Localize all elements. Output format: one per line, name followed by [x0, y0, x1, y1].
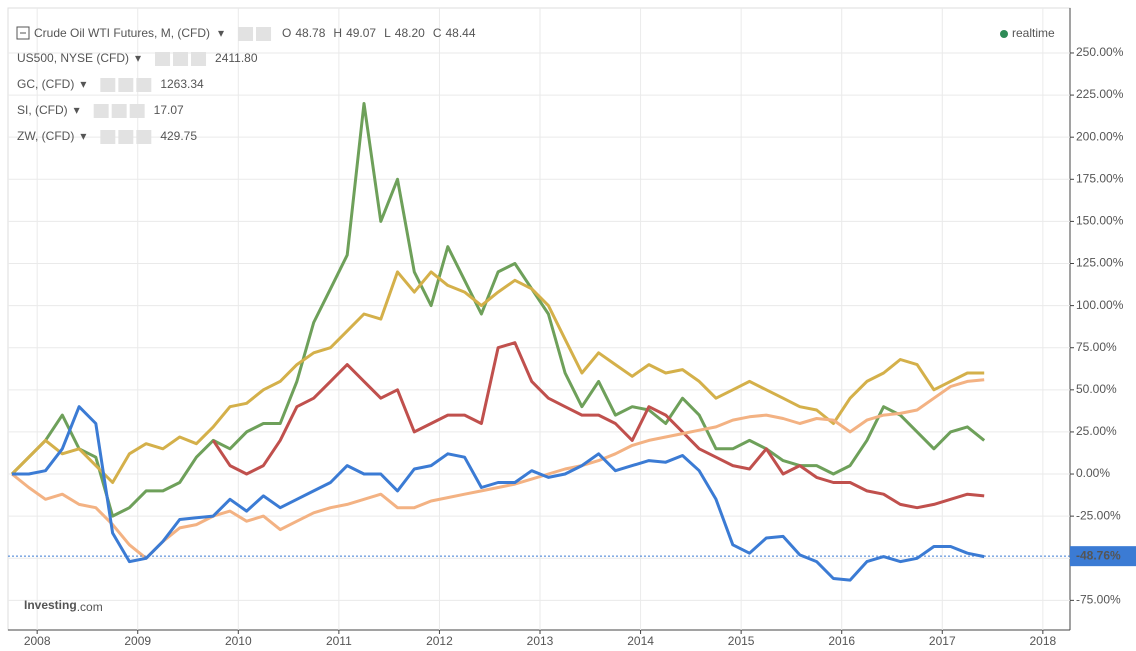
x-tick-label: 2009 — [124, 634, 151, 648]
status-dot — [1000, 30, 1008, 38]
dropdown-icon: ▾ — [74, 103, 80, 117]
legend-name: SI, (CFD) — [17, 103, 68, 117]
y-tick-label: -75.00% — [1076, 593, 1121, 607]
series-line — [10, 102, 986, 518]
ohlc-label: C — [433, 26, 442, 40]
legend-button[interactable] — [136, 78, 152, 92]
legend-button[interactable] — [191, 52, 207, 66]
legend-name: US500, NYSE (CFD) — [17, 51, 129, 65]
legend-button[interactable] — [111, 104, 127, 118]
legend-button[interactable] — [256, 27, 272, 41]
overlay: -75.00%-50.00%-25.00%0.00%25.00%50.00%75… — [8, 26, 1136, 648]
legend-value: 2411.80 — [215, 51, 258, 65]
logo-main: Investing — [24, 598, 77, 612]
y-tick-label: 175.00% — [1076, 171, 1124, 185]
legend-button[interactable] — [100, 78, 116, 92]
logo-suffix: .com — [77, 600, 103, 614]
y-tick-label: 225.00% — [1076, 87, 1124, 101]
legend-button[interactable] — [173, 52, 189, 66]
x-tick-label: 2012 — [426, 634, 453, 648]
y-tick-label: -25.00% — [1076, 508, 1121, 522]
legend-button[interactable] — [238, 27, 254, 41]
legend-button[interactable] — [100, 130, 116, 144]
x-tick-label: 2011 — [326, 634, 352, 648]
series-line — [11, 378, 985, 560]
reference-badge — [1070, 546, 1136, 567]
y-tick-label: 75.00% — [1076, 340, 1117, 354]
x-tick-label: 2014 — [627, 634, 654, 648]
lines — [10, 102, 986, 582]
y-tick-label: 150.00% — [1076, 214, 1124, 228]
legend-button[interactable] — [93, 104, 109, 118]
x-tick-label: 2010 — [225, 634, 252, 648]
y-tick-label: 0.00% — [1076, 466, 1110, 480]
ohlc-value: 48.44 — [445, 26, 475, 40]
dropdown-icon: ▾ — [80, 77, 86, 91]
dropdown-icon: ▾ — [218, 26, 224, 40]
legend-name: ZW, (CFD) — [17, 129, 74, 143]
legend-button[interactable] — [129, 104, 145, 118]
chart-title: Crude Oil WTI Futures, M, (CFD) — [34, 26, 210, 40]
y-tick-label: 50.00% — [1076, 382, 1117, 396]
ohlc-value: 48.20 — [395, 26, 425, 40]
ohlc-label: O — [282, 26, 291, 40]
x-tick-label: 2016 — [828, 634, 855, 648]
series-line — [10, 270, 985, 484]
ohlc-value: 48.78 — [295, 26, 325, 40]
legend-value: 17.07 — [154, 103, 184, 117]
x-tick-label: 2013 — [527, 634, 554, 648]
dropdown-icon: ▾ — [80, 129, 86, 143]
legend-button[interactable] — [118, 78, 134, 92]
legend-button[interactable] — [155, 52, 171, 66]
ohlc-value: 49.07 — [346, 26, 376, 40]
status-label: realtime — [1012, 26, 1055, 40]
series-line — [211, 341, 985, 510]
ohlc-label: L — [384, 26, 391, 40]
y-tick-label: 200.00% — [1076, 129, 1124, 143]
legend-value: 429.75 — [160, 129, 197, 143]
y-tick-label: 25.00% — [1076, 424, 1117, 438]
ohlc-label: H — [333, 26, 342, 40]
x-tick-label: 2017 — [929, 634, 956, 648]
x-tick-label: 2018 — [1029, 634, 1056, 648]
legend-button[interactable] — [136, 130, 152, 144]
legend-button[interactable] — [118, 130, 134, 144]
dropdown-icon: ▾ — [135, 51, 141, 65]
reference-label: -48.76% — [1076, 548, 1121, 562]
series-line — [12, 405, 985, 582]
legend-value: 1263.34 — [160, 77, 204, 91]
x-tick-label: 2015 — [728, 634, 755, 648]
y-tick-label: 125.00% — [1076, 256, 1124, 270]
y-tick-label: 250.00% — [1076, 45, 1124, 59]
legend-name: GC, (CFD) — [17, 77, 74, 91]
x-tick-label: 2008 — [24, 634, 51, 648]
y-tick-label: 100.00% — [1076, 298, 1124, 312]
